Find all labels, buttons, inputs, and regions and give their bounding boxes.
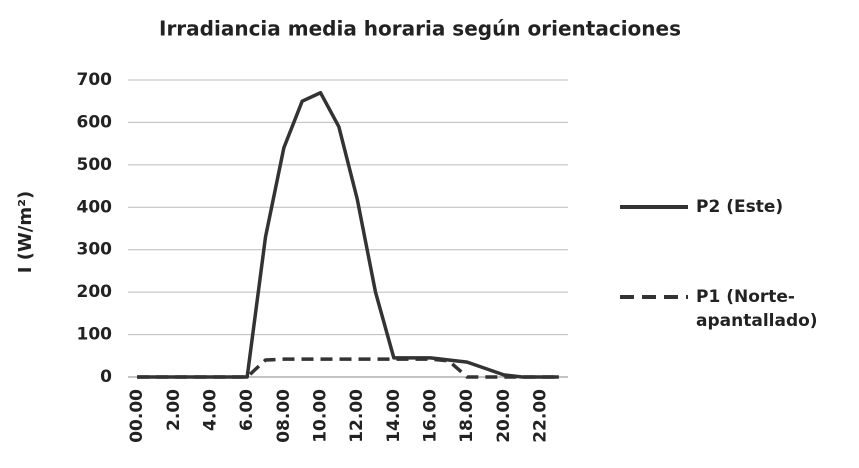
y-tick-label: 400 [77,197,113,217]
chart-title: Irradiancia media horaria según orientac… [159,17,681,41]
x-tick-label: 00.00 [127,389,147,443]
y-axis-label: I (W/m²) [15,191,36,274]
y-tick-label: 300 [77,240,113,260]
x-tick-label: 2.00 [164,389,184,431]
series-line [137,357,559,379]
x-tick-label: 20.00 [494,389,514,443]
y-tick-label: 600 [77,112,113,132]
x-tick-label: 12.00 [347,389,367,443]
x-tick-label: 6.00 [237,389,257,431]
legend-label: P1 (Norte-apantallado) [696,287,818,331]
y-tick-label: 200 [77,282,113,302]
x-tick-label: 16.00 [421,389,441,443]
y-tick-label: 0 [100,367,112,387]
x-tick-label: 4.00 [201,389,221,431]
x-tick-label: 08.00 [274,389,294,443]
x-tick-label: 18.00 [457,389,477,443]
series-line [137,90,559,379]
y-tick-label: 100 [77,325,113,345]
legend-label: P2 (Este) [696,197,784,217]
y-tick-label: 700 [77,70,113,90]
x-tick-label: 14.00 [384,389,404,443]
y-tick-label: 500 [77,155,113,175]
x-tick-label: 10.00 [311,389,331,443]
x-tick-label: 22.00 [531,389,551,443]
